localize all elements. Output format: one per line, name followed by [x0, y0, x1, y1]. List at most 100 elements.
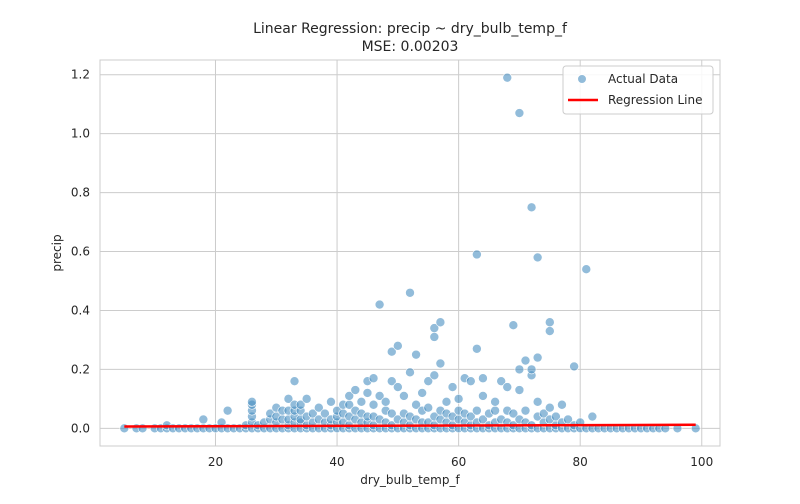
data-point — [472, 343, 482, 354]
data-point — [393, 382, 403, 392]
legend-marker-actual-data — [577, 74, 587, 84]
data-point — [490, 397, 500, 407]
data-point — [411, 349, 421, 360]
y-axis-label: precip — [50, 234, 64, 271]
axis-ticks: 20 40 60 80 100 0.0 0.2 0.4 0.6 0.8 1.0 1.2 — [71, 68, 713, 469]
data-point — [472, 249, 482, 260]
data-point — [453, 394, 464, 404]
data-point — [119, 423, 130, 434]
data-point — [478, 414, 488, 425]
data-point — [326, 397, 336, 407]
y-tick-label: 0.6 — [71, 245, 90, 259]
regression-line — [124, 423, 696, 428]
data-point — [386, 376, 397, 386]
data-point — [502, 382, 513, 392]
data-point — [247, 397, 257, 407]
data-point — [307, 408, 318, 419]
x-tick-label: 40 — [329, 455, 344, 469]
data-point — [520, 405, 531, 416]
data-point — [368, 373, 379, 384]
data-point — [514, 385, 525, 395]
legend-box — [562, 65, 714, 115]
data-point — [386, 408, 397, 419]
data-point — [581, 264, 592, 275]
data-point — [478, 373, 488, 384]
legend-label-regression-line: Regression Line — [608, 93, 702, 107]
data-point — [350, 385, 361, 395]
data-point — [526, 364, 537, 375]
data-point — [435, 358, 446, 369]
data-point — [405, 367, 415, 378]
data-point — [423, 402, 434, 413]
data-point — [393, 341, 403, 351]
x-tick-label: 80 — [573, 455, 588, 469]
data-point — [374, 391, 385, 401]
data-point — [441, 397, 452, 407]
data-point — [386, 346, 397, 357]
data-point — [289, 376, 300, 386]
data-point — [314, 402, 324, 413]
data-point — [514, 364, 525, 375]
data-point — [417, 388, 427, 398]
data-point — [283, 394, 294, 404]
data-point — [362, 388, 373, 398]
data-point — [508, 320, 519, 330]
data-point — [374, 299, 385, 310]
data-point — [429, 370, 440, 381]
data-point — [423, 376, 434, 386]
y-tick-label: 0.0 — [71, 421, 90, 435]
data-point — [368, 399, 379, 410]
y-tick-label: 1.2 — [71, 68, 90, 82]
data-point — [320, 408, 330, 419]
data-point — [520, 355, 531, 366]
x-tick-label: 60 — [451, 455, 466, 469]
x-axis-label: dry_bulb_temp_f — [360, 473, 460, 487]
data-point — [301, 394, 312, 404]
data-point — [447, 382, 458, 392]
y-tick-label: 0.8 — [71, 186, 90, 200]
legend-label-actual-data: Actual Data — [608, 72, 678, 86]
data-point — [222, 405, 233, 416]
data-point — [551, 411, 561, 422]
data-point — [496, 376, 506, 386]
data-point — [587, 411, 598, 422]
data-point — [557, 399, 567, 410]
data-point — [532, 397, 543, 407]
data-point — [344, 391, 355, 401]
data-point — [508, 408, 519, 419]
data-point — [490, 405, 500, 416]
data-point — [690, 423, 701, 434]
data-point — [465, 411, 476, 422]
plot-background — [99, 59, 721, 447]
data-point — [137, 423, 148, 434]
data-point — [429, 332, 440, 342]
data-point — [198, 414, 209, 425]
data-point — [532, 352, 543, 363]
data-point — [356, 397, 367, 407]
data-point — [545, 317, 555, 328]
regression-line-group — [124, 423, 696, 428]
data-point — [465, 376, 476, 386]
y-tick-label: 1.0 — [71, 127, 90, 141]
data-point — [526, 202, 537, 213]
data-point — [569, 361, 579, 372]
data-point — [545, 326, 555, 336]
data-point — [399, 391, 409, 401]
x-tick-label: 20 — [208, 455, 223, 469]
data-point — [478, 391, 488, 401]
data-point — [538, 408, 549, 419]
data-point — [545, 402, 555, 413]
data-point — [532, 252, 543, 263]
data-point — [429, 323, 440, 333]
data-point — [435, 317, 446, 328]
data-point — [405, 287, 415, 298]
data-point — [295, 399, 306, 410]
data-point — [502, 72, 513, 83]
data-point — [472, 405, 482, 416]
y-tick-label: 0.4 — [71, 303, 90, 317]
chart-subtitle: MSE: 0.00203 — [362, 39, 459, 55]
legend: Actual Data Regression Line — [562, 65, 714, 115]
data-point — [514, 108, 525, 118]
